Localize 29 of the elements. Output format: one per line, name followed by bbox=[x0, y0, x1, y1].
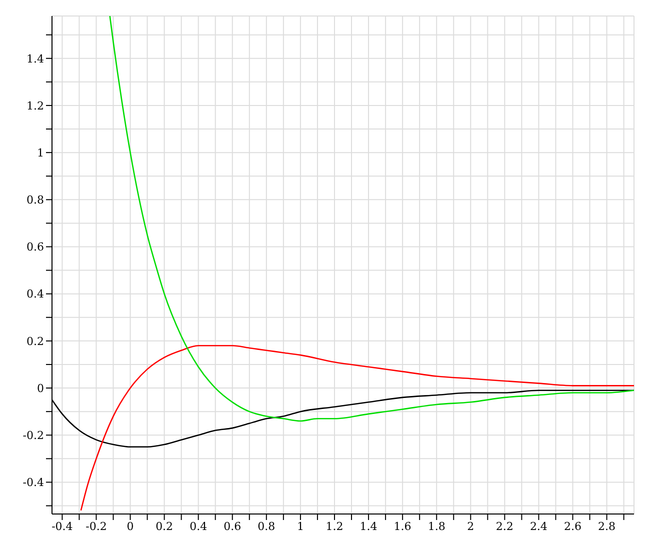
x-tick-label: -0.4 bbox=[52, 520, 73, 533]
y-tick-label: -0.2 bbox=[22, 429, 44, 442]
x-tick-label: 2.2 bbox=[496, 520, 514, 533]
y-tick-label: 0.8 bbox=[26, 194, 44, 207]
x-tick-label: 1.2 bbox=[326, 520, 344, 533]
y-tick-label: 1.4 bbox=[26, 52, 44, 66]
x-tick-label: 1.8 bbox=[428, 520, 446, 533]
y-tick-label: 1 bbox=[37, 146, 44, 160]
line-series bbox=[80, 344, 634, 512]
x-tick-label: -0.2 bbox=[86, 520, 107, 533]
y-tick-label: -0.4 bbox=[22, 476, 44, 490]
y-tick-label: 0.4 bbox=[26, 288, 44, 301]
x-tick-label: 0.6 bbox=[224, 520, 242, 533]
y-tick-label: 0.2 bbox=[26, 334, 44, 348]
x-tick-label: 2.4 bbox=[530, 520, 548, 533]
x-tick-label: 0 bbox=[126, 520, 134, 533]
x-tick-label: 0.2 bbox=[156, 520, 174, 533]
x-tick-label: 0.8 bbox=[258, 520, 276, 533]
x-tick-label: 2.8 bbox=[598, 520, 616, 533]
y-tick-label: 1.2 bbox=[26, 99, 44, 112]
x-tick-label: 2.6 bbox=[564, 520, 582, 533]
y-tick-label: 0.6 bbox=[26, 240, 44, 254]
y-tick-label: 0 bbox=[37, 382, 44, 395]
x-tick-label: 1 bbox=[296, 520, 304, 533]
line-series bbox=[109, 16, 634, 422]
x-tick-label: 1.6 bbox=[394, 520, 412, 533]
x-tick-label: 2 bbox=[467, 520, 474, 533]
x-tick-label: 1.4 bbox=[360, 520, 378, 533]
x-tick-label: 0.4 bbox=[190, 520, 208, 533]
